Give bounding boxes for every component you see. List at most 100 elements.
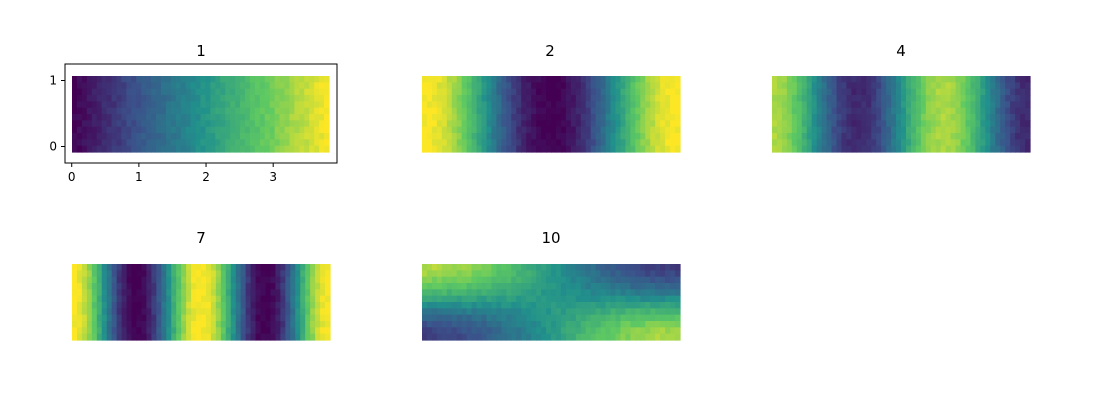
heatmap-cell <box>655 133 661 140</box>
heatmap-cell <box>295 333 301 341</box>
heatmap-cell <box>185 95 192 102</box>
heatmap-cell <box>235 101 241 109</box>
heatmap-cell <box>466 333 473 341</box>
heatmap-cell <box>935 139 942 147</box>
heatmap-cell <box>422 95 428 102</box>
heatmap-cell <box>650 327 656 335</box>
heatmap-cell <box>441 95 448 102</box>
heatmap-cell <box>314 120 320 128</box>
heatmap-cell <box>436 107 443 115</box>
heatmap-cell <box>111 95 118 102</box>
heatmap-cell <box>575 95 582 102</box>
heatmap-cell <box>630 114 636 121</box>
heatmap-cell <box>319 126 325 134</box>
heatmap-cell <box>146 95 152 102</box>
heatmap-cell <box>259 133 266 140</box>
heatmap-cell <box>585 139 592 147</box>
heatmap-cell <box>121 120 127 128</box>
heatmap-cell <box>935 120 942 128</box>
heatmap-cell <box>259 82 266 90</box>
heatmap-cell <box>156 321 162 328</box>
heatmap-cell <box>461 107 468 115</box>
heatmap-cell <box>451 295 458 303</box>
heatmap-cell <box>250 295 257 303</box>
heatmap-cell <box>650 283 656 290</box>
heatmap-cell <box>670 101 676 109</box>
heatmap-cell <box>461 133 468 140</box>
heatmap-cell <box>565 283 572 290</box>
heatmap-cell <box>506 88 512 96</box>
heatmap-cell <box>615 120 622 128</box>
heatmap-cell <box>536 101 542 109</box>
heatmap-cell <box>501 126 507 134</box>
heatmap-cell <box>225 321 232 328</box>
heatmap-cell <box>620 333 627 341</box>
heatmap-cell <box>201 327 207 335</box>
heatmap-cell <box>620 264 627 271</box>
heatmap-cell <box>116 120 123 128</box>
heatmap-cell <box>821 88 828 96</box>
heatmap-cell <box>821 133 828 140</box>
heatmap-cell <box>81 88 88 96</box>
heatmap-cell <box>555 82 562 90</box>
heatmap-cell <box>625 95 631 102</box>
heatmap-cell <box>565 126 572 134</box>
heatmap-cell <box>506 95 512 102</box>
heatmap-cell <box>531 139 537 147</box>
heatmap-cell <box>655 95 661 102</box>
heatmap-cell <box>290 289 296 297</box>
heatmap-cell <box>546 270 552 278</box>
heatmap-cell <box>980 76 986 83</box>
heatmap-cell <box>831 114 838 121</box>
heatmap-cell <box>595 101 602 109</box>
heatmap-cell <box>511 333 517 341</box>
heatmap-cell <box>620 95 627 102</box>
heatmap-cell <box>551 333 557 341</box>
heatmap-cell <box>851 145 857 153</box>
heatmap-cell <box>610 314 617 322</box>
heatmap-cell <box>496 145 502 153</box>
heatmap-cell <box>161 314 167 322</box>
heatmap-cell <box>249 101 256 109</box>
heatmap-cell <box>640 264 646 271</box>
heatmap-cell <box>446 314 453 322</box>
heatmap-cell <box>171 321 177 328</box>
heatmap-cell <box>501 289 507 297</box>
heatmap-cell <box>325 321 331 328</box>
heatmap-cell <box>289 120 295 128</box>
heatmap-cell <box>265 295 272 303</box>
heatmap-cell <box>201 295 207 303</box>
heatmap-cell <box>106 295 113 303</box>
heatmap-cell <box>300 308 306 316</box>
heatmap-cell <box>816 101 823 109</box>
heatmap-cell <box>575 76 582 83</box>
heatmap-cell <box>186 295 192 303</box>
heatmap-cell <box>881 88 887 96</box>
heatmap-cell <box>955 107 962 115</box>
heatmap-cell <box>200 126 207 134</box>
heatmap-cell <box>76 139 83 147</box>
heatmap-cell <box>670 114 676 121</box>
heatmap-cell <box>565 314 572 322</box>
heatmap-cell <box>551 276 557 284</box>
heatmap-cell <box>319 76 325 83</box>
heatmap-cell <box>76 302 83 309</box>
heatmap-cell <box>284 133 291 140</box>
heatmap-cell <box>665 289 671 297</box>
heatmap-cell <box>456 133 463 140</box>
heatmap-cell <box>585 333 592 341</box>
heatmap-cell <box>185 139 192 147</box>
heatmap-cell <box>935 88 942 96</box>
heatmap-cell <box>121 88 127 96</box>
heatmap-cell <box>516 289 522 297</box>
heatmap-cell <box>476 133 483 140</box>
heatmap-cell <box>772 101 778 109</box>
heatmap-cell <box>245 327 252 335</box>
heatmap-cell <box>600 270 607 278</box>
heatmap-cell <box>491 302 498 309</box>
heatmap-cell <box>319 107 325 115</box>
heatmap-cell <box>265 314 272 322</box>
heatmap-cell <box>436 114 443 121</box>
heatmap-cell <box>570 101 577 109</box>
heatmap-cell <box>970 139 977 147</box>
